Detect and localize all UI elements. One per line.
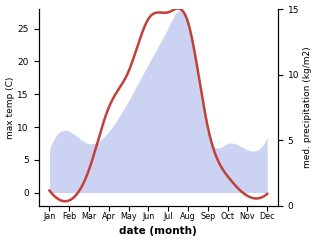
X-axis label: date (month): date (month) <box>120 227 197 236</box>
Y-axis label: med. precipitation (kg/m2): med. precipitation (kg/m2) <box>303 46 313 168</box>
Y-axis label: max temp (C): max temp (C) <box>5 76 15 138</box>
